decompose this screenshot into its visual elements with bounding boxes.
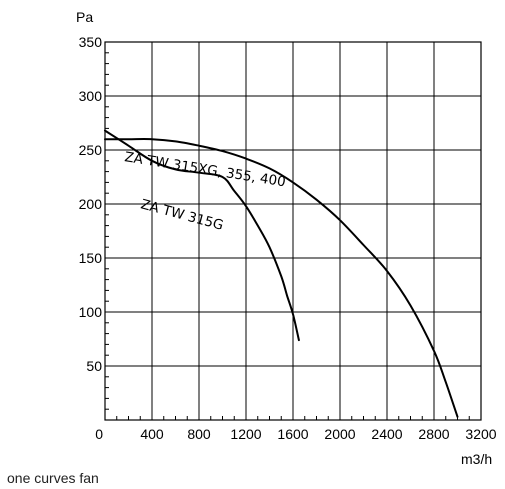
y-tick-label: 150 — [79, 250, 103, 266]
x-tick-label: 400 — [140, 426, 164, 442]
grid-lines — [105, 42, 481, 420]
minor-ticks — [105, 52, 470, 420]
y-tick-label: 300 — [79, 88, 103, 104]
x-tick-label: 800 — [187, 426, 211, 442]
axes — [104, 41, 482, 421]
y-tick-label: 250 — [79, 142, 103, 158]
y-tick-label: 350 — [79, 34, 103, 50]
figure-caption: one curves fan — [7, 470, 99, 486]
x-tick-labels: 0 400 800 1200 1600 2000 2400 2800 3200 — [95, 426, 497, 442]
series-label-xg: ZA TW 315XG, 355, 400 — [123, 149, 286, 190]
y-tick-label: 50 — [86, 358, 102, 374]
x-tick-label: 3200 — [465, 426, 496, 442]
x-tick-label: 0 — [95, 426, 103, 442]
x-tick-label: 2800 — [418, 426, 449, 442]
fan-curve-chart: 0 400 800 1200 1600 2000 2400 2800 3200 50 100 150… — [76, 9, 497, 467]
y-tick-label: 100 — [79, 304, 103, 320]
x-tick-label: 1600 — [277, 426, 308, 442]
x-tick-label: 2000 — [324, 426, 355, 442]
x-tick-label: 2400 — [371, 426, 402, 442]
x-tick-label: 1200 — [230, 426, 261, 442]
plot-frame — [104, 41, 482, 421]
series-line-1 — [104, 129, 300, 342]
y-tick-label: 200 — [79, 196, 103, 212]
curves — [104, 129, 459, 418]
y-tick-labels: 50 100 150 200 250 300 350 — [79, 34, 103, 374]
series-line-0 — [104, 138, 459, 418]
y-axis-label: Pa — [76, 9, 93, 25]
x-axis-label: m3/h — [461, 451, 492, 467]
